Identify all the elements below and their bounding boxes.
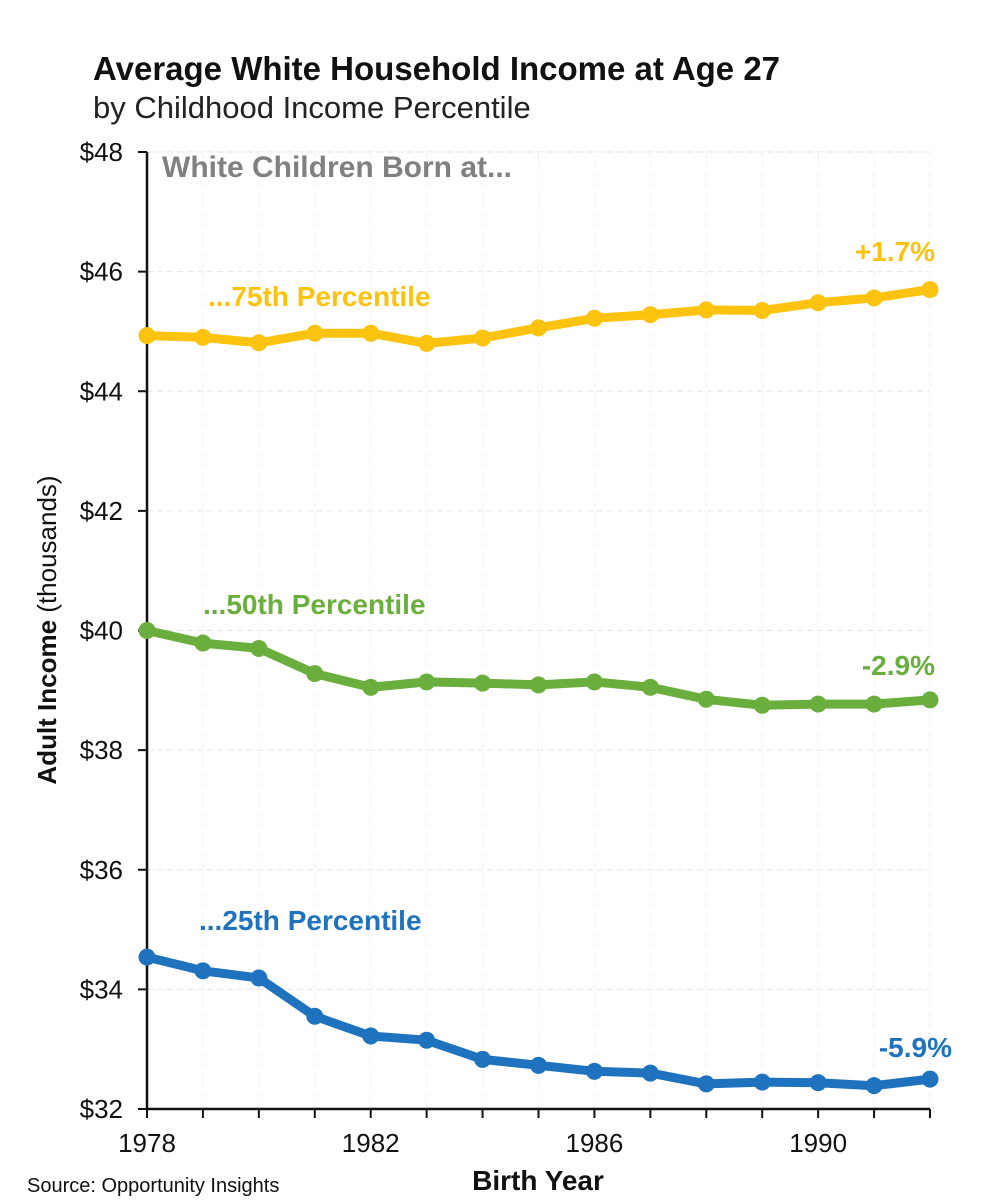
data-point-25th xyxy=(641,1064,659,1082)
x-tick-label: 1978 xyxy=(118,1128,176,1158)
x-tick-labels: 1978 1982 1986 1990 xyxy=(118,1128,847,1158)
data-point-25th xyxy=(306,1007,324,1025)
data-point-50th xyxy=(921,691,939,709)
data-point-50th xyxy=(474,674,492,692)
series-label-50th: ...50th Percentile xyxy=(203,589,426,620)
data-point-75th xyxy=(697,301,715,319)
data-point-50th xyxy=(250,639,268,657)
data-point-50th xyxy=(418,673,436,691)
chart-title: Average White Household Income at Age 27 xyxy=(93,50,781,87)
y-axis-title-units: (thousands) xyxy=(32,475,62,620)
data-point-25th xyxy=(362,1027,380,1045)
data-point-75th xyxy=(418,334,436,352)
data-point-75th xyxy=(641,306,659,324)
data-point-25th xyxy=(474,1050,492,1068)
data-point-25th xyxy=(753,1073,771,1091)
data-point-25th xyxy=(138,948,156,966)
y-tick-label: $38 xyxy=(80,735,123,765)
data-point-50th xyxy=(362,678,380,696)
data-point-25th xyxy=(250,969,268,987)
x-axis-title: Birth Year xyxy=(472,1165,604,1196)
grid-lines xyxy=(147,151,931,1109)
data-point-75th xyxy=(138,327,156,345)
change-label-50th: -2.9% xyxy=(862,650,935,681)
y-tick-label: $42 xyxy=(80,496,123,526)
y-tick-label: $34 xyxy=(80,974,123,1004)
data-point-75th xyxy=(921,281,939,299)
data-point-50th xyxy=(194,634,212,652)
data-point-25th xyxy=(865,1077,883,1095)
data-point-50th xyxy=(306,665,324,683)
series-label-25th: ...25th Percentile xyxy=(199,905,422,936)
source-note: Source: Opportunity Insights xyxy=(27,1175,280,1197)
data-point-75th xyxy=(474,329,492,347)
y-tick-label: $40 xyxy=(80,616,123,646)
data-point-50th xyxy=(809,695,827,713)
data-point-75th xyxy=(530,319,547,337)
data-point-50th xyxy=(865,695,883,713)
x-tick-label: 1990 xyxy=(789,1128,847,1158)
data-point-75th xyxy=(194,328,212,346)
data-point-50th xyxy=(753,696,771,714)
data-point-25th xyxy=(530,1056,547,1074)
change-label-25th: -5.9% xyxy=(879,1032,952,1063)
y-tick-label: $32 xyxy=(80,1094,123,1124)
y-tick-label: $46 xyxy=(80,257,123,287)
chart-subtitle: by Childhood Income Percentile xyxy=(93,90,531,125)
y-axis-title-bold: Adult Income xyxy=(32,620,62,785)
x-tick-label: 1986 xyxy=(566,1128,624,1158)
series-group xyxy=(138,281,939,1095)
change-label-75th: +1.7% xyxy=(855,236,935,267)
y-tick-label: $36 xyxy=(80,855,123,885)
y-tick-label: $48 xyxy=(80,137,123,167)
data-point-25th xyxy=(921,1070,939,1088)
data-point-50th xyxy=(138,622,156,639)
data-point-50th xyxy=(697,690,715,708)
data-point-75th xyxy=(585,309,603,327)
x-tick-label: 1982 xyxy=(342,1128,400,1158)
data-point-75th xyxy=(753,302,771,320)
y-tick-labels: $32 $34 $36 $38 $40 $42 $44 $46 $48 xyxy=(80,137,123,1124)
data-point-50th xyxy=(641,678,659,696)
series-label-75th: ...75th Percentile xyxy=(208,281,431,312)
data-point-75th xyxy=(865,289,883,307)
data-point-50th xyxy=(530,676,547,694)
data-point-75th xyxy=(362,324,380,342)
y-axis-title: Adult Income (thousands) xyxy=(32,475,62,784)
data-point-75th xyxy=(809,294,827,312)
data-point-25th xyxy=(194,962,212,980)
data-point-75th xyxy=(306,324,324,342)
data-point-25th xyxy=(418,1031,436,1049)
annotation-text: White Children Born at... xyxy=(162,151,512,184)
data-point-75th xyxy=(250,334,268,352)
data-point-50th xyxy=(585,673,603,691)
data-point-25th xyxy=(809,1074,827,1092)
y-tick-label: $44 xyxy=(80,376,123,406)
data-point-25th xyxy=(585,1062,603,1080)
data-point-25th xyxy=(697,1075,715,1093)
